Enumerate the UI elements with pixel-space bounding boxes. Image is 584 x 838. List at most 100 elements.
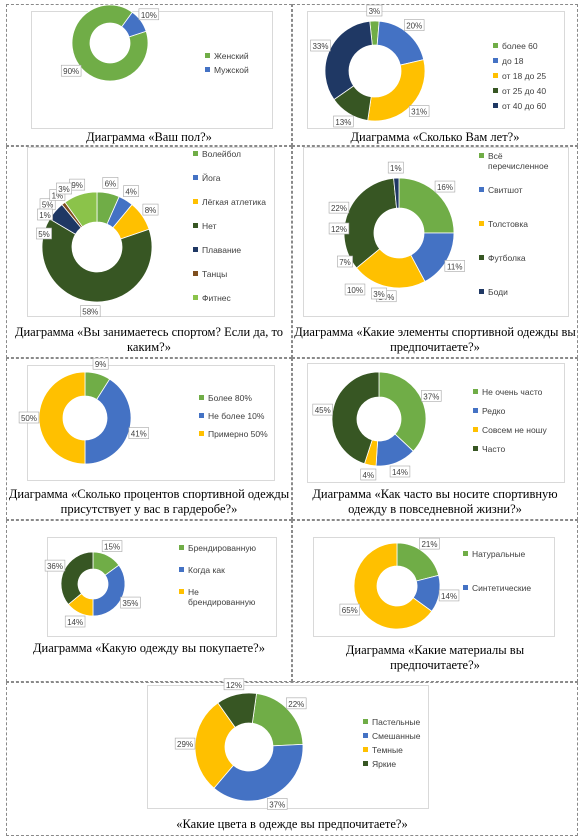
data-label-1: 35% <box>122 599 138 608</box>
legend-label: Яркие <box>372 759 397 769</box>
legend-item-5: Танцы <box>193 269 227 279</box>
legend-item-2: Совсем не ношу <box>473 425 547 435</box>
chart-cell-materials: 21% 14% 65% Натуральные Синтетические Диагр… <box>292 520 578 682</box>
data-label-2-box <box>18 411 40 424</box>
data-label-3-box <box>312 403 333 416</box>
legend-label: Нет <box>202 221 217 231</box>
legend-item-1: Когда как <box>179 565 250 575</box>
legend-label: Лёгкая атлетика <box>202 197 266 207</box>
data-label-5: 1% <box>52 191 64 200</box>
legend-swatch <box>179 545 184 550</box>
legend-swatch <box>493 43 498 48</box>
data-label-extra-0-box <box>56 182 72 195</box>
legend-item-1: Не более 10% <box>199 411 264 421</box>
legend-label: более 60 <box>502 41 538 51</box>
legend-swatch <box>205 53 210 58</box>
data-label-0: 90% <box>63 67 79 76</box>
legend-swatch <box>179 589 184 594</box>
data-label-extra-1-box <box>37 208 53 221</box>
legend-swatch <box>205 67 210 72</box>
legend-label: Синтетические <box>472 583 532 593</box>
donut-slice-1 <box>213 743 304 802</box>
data-label-1-box <box>404 19 425 31</box>
data-label-0-box <box>366 4 383 17</box>
legend-swatch <box>193 175 198 180</box>
data-label-0-box <box>92 357 109 370</box>
legend-swatch <box>479 255 484 260</box>
data-label-3: 36% <box>47 562 63 571</box>
data-label-0-box <box>286 697 307 710</box>
legend-label: Волейбол <box>202 149 242 159</box>
donut-chart-materials: 21% 14% 65% <box>339 537 460 630</box>
legend-swatch <box>193 247 198 252</box>
data-label-3-box <box>328 201 350 214</box>
data-label-1: 14% <box>392 468 408 477</box>
data-label-4-box <box>387 161 404 174</box>
legend-label: Брендированную <box>188 543 257 553</box>
data-label-1-box <box>138 8 160 21</box>
legend-item-4: Боди <box>479 287 550 297</box>
legend-label: Не более 10% <box>208 411 265 421</box>
legend-label: Редко <box>482 406 506 416</box>
data-label-1-box <box>120 596 141 609</box>
legend-swatch <box>479 221 484 226</box>
data-label-0-box <box>419 537 440 550</box>
chart-cell-age: 3% 20% 31% 13% 33% более 60 до 18 от 18 до 25 о… <box>292 4 578 146</box>
donut-slice-2 <box>353 542 433 630</box>
legend-label: Натуральные <box>472 549 526 559</box>
chart-title: Диаграмма «Сколько процентов спортивной … <box>8 487 290 516</box>
legend-item-1: до 18 <box>493 56 524 66</box>
legend-item-3: Нет <box>193 221 216 231</box>
legend-item-4: Плавание <box>193 245 241 255</box>
data-label-1: 10% <box>141 11 157 20</box>
donut-slice-4 <box>324 20 373 101</box>
donut-slice-0 <box>378 371 427 452</box>
donut-chart-brand: 15% 35% 14% 36% <box>44 540 141 628</box>
legend-swatch <box>363 747 368 752</box>
donut-slice-1 <box>121 11 147 38</box>
data-label-1: 4% <box>125 188 137 197</box>
data-label-3-box <box>333 115 354 128</box>
legend-item-2: Темные <box>363 745 403 755</box>
legend-swatch <box>463 585 468 590</box>
data-label-4: 5% <box>42 201 54 210</box>
legend-label: Темные <box>372 745 403 755</box>
legend-item-0: Натуральные <box>463 549 525 559</box>
data-label-3: 13% <box>335 118 351 127</box>
data-label-1: 37% <box>269 800 285 809</box>
legend-label: Женский <box>214 51 249 61</box>
legend-label: Танцы <box>202 269 228 279</box>
data-label-2-box <box>360 468 377 481</box>
data-label-2-box <box>142 203 159 216</box>
legend-swatch <box>479 187 484 192</box>
data-label-0: 22% <box>288 700 304 709</box>
legend-item-2: Лёгкая атлетика <box>193 197 266 207</box>
data-label-extra-1: 1% <box>39 211 51 220</box>
data-label-3-box <box>223 678 245 691</box>
data-label-extra-0: 12% <box>331 225 347 234</box>
data-label-2: 4% <box>363 471 375 480</box>
donut-chart-age: 3% 20% 31% 13% 33% <box>310 4 430 128</box>
legend-label: Пастельные <box>372 717 421 727</box>
legend-label: Когда как <box>188 565 225 575</box>
legend-label: Совсем не ношу <box>482 425 547 435</box>
data-label-0-box <box>102 177 119 189</box>
chart-cell-gender: 90% 10% Женский Мужской Диаграмма «Ваш пол… <box>6 4 292 146</box>
data-label-4: 33% <box>312 42 328 51</box>
chart-title: Диаграмма «Какие элементы спортивной оде… <box>294 325 576 354</box>
legend-item-3: Часто <box>473 444 505 454</box>
legend-swatch <box>463 551 468 556</box>
donut-slice-1 <box>84 378 132 465</box>
data-label-4: 1% <box>390 164 402 173</box>
legend-item-0: Более 80% <box>199 393 252 403</box>
data-label-2-box <box>339 603 360 616</box>
data-label-2: 31% <box>411 108 427 117</box>
donut-slice-2 <box>194 702 236 789</box>
legend-item-0: Волейбол <box>193 149 241 159</box>
legend-swatch <box>473 446 478 451</box>
data-label-3-box <box>80 305 101 317</box>
chart-cell-brand: 15% 35% 14% 36% Брендированную Когда как Не б… <box>6 520 292 682</box>
chart-title: Диаграмма «Вы занимаетесь спортом? Если … <box>14 325 284 354</box>
chart-cell-sport: 6% 4% 8% 58% 5% 1% 9% 3% 1% 5% Волейбол Йога Лёгкая… <box>6 146 292 358</box>
data-label-1-box <box>123 185 140 197</box>
